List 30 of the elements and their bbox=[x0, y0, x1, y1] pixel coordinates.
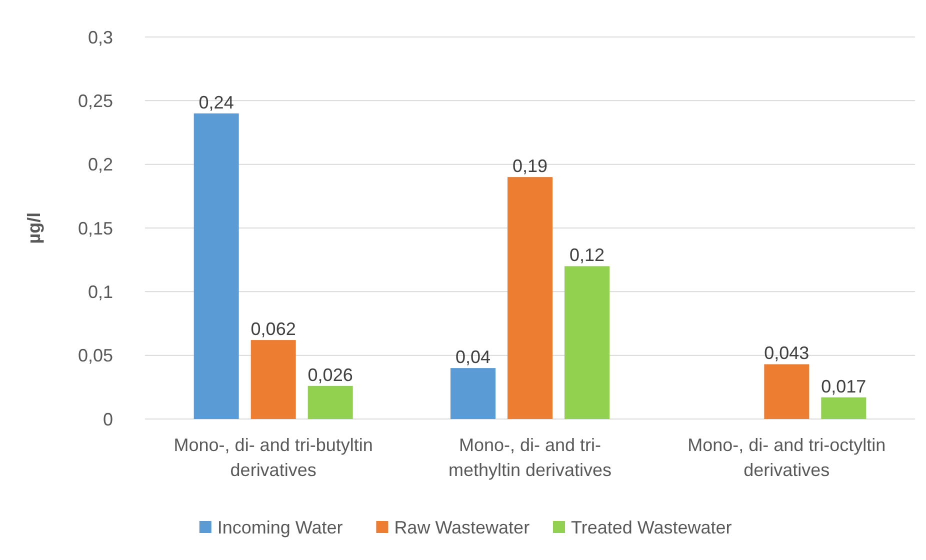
x-tick-label: Mono-, di- and tri-butyltin derivatives bbox=[174, 435, 373, 480]
x-tick-label: Mono-, di- and tri-octyltin derivatives bbox=[688, 435, 886, 480]
y-tick-label: 0,15 bbox=[78, 218, 113, 238]
bar bbox=[564, 266, 610, 419]
y-tick-label: 0,25 bbox=[78, 90, 113, 111]
bar bbox=[450, 368, 496, 419]
data-label: 0,026 bbox=[308, 364, 353, 385]
legend-label: Raw Wastewater bbox=[394, 517, 530, 538]
bar bbox=[764, 364, 810, 419]
y-axis-title: µg/l bbox=[24, 212, 44, 244]
bar bbox=[194, 113, 239, 419]
data-label: 0,19 bbox=[512, 156, 548, 176]
data-label: 0,12 bbox=[569, 245, 605, 266]
bar bbox=[308, 386, 353, 419]
y-tick-label: 0,05 bbox=[78, 346, 113, 366]
bar bbox=[508, 177, 552, 419]
bar bbox=[250, 340, 296, 419]
legend-label: Treated Wastewater bbox=[571, 517, 732, 538]
data-label: 0,043 bbox=[764, 343, 810, 364]
data-label: 0,04 bbox=[455, 347, 491, 368]
x-tick-label: Mono-, di- and tri-methyltin derivatives bbox=[448, 435, 612, 480]
y-tick-label: 0,2 bbox=[88, 154, 113, 175]
data-label: 0,24 bbox=[198, 92, 234, 112]
data-label: 0,017 bbox=[821, 376, 866, 396]
bar bbox=[821, 397, 866, 419]
y-tick-label: 0,3 bbox=[88, 27, 113, 48]
y-tick-label: 0,1 bbox=[88, 282, 113, 302]
y-tick-label: 0 bbox=[102, 409, 113, 430]
data-label: 0,062 bbox=[250, 319, 296, 340]
legend-label: Incoming Water bbox=[217, 517, 343, 538]
